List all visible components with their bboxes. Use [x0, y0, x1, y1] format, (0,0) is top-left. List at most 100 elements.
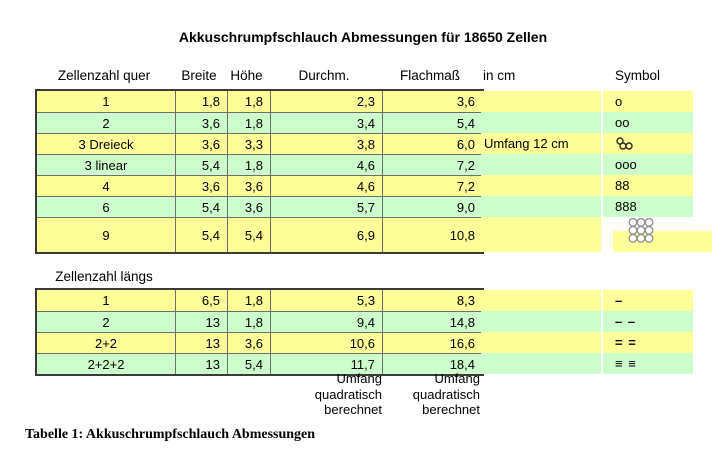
- table-cell: 2+2+2: [37, 354, 175, 374]
- footnote-durchm: Umfang quadratisch berechnet: [252, 371, 382, 418]
- footnote-flachmass: Umfang quadratisch berechnet: [350, 371, 480, 418]
- note-cell: [481, 311, 601, 332]
- table-cell: 1,8: [175, 91, 227, 112]
- column-gap: [601, 91, 603, 112]
- symbol-cell: [603, 133, 693, 154]
- table-cell: 5,4: [175, 197, 227, 217]
- table-cell: 1,8: [227, 290, 270, 311]
- nine-cells-grid-icon: [628, 218, 654, 243]
- table-cell: 1,8: [227, 155, 270, 175]
- table-cell: 4,6: [270, 155, 382, 175]
- table-cell: 1,8: [227, 312, 270, 332]
- symbol-cell: oo: [603, 112, 693, 133]
- table-cell: 13: [175, 312, 227, 332]
- table-cell: 5,4: [382, 113, 482, 133]
- table-cell: 1: [37, 91, 175, 112]
- table-cell: 4,6: [270, 176, 382, 196]
- table-cell: 10,8: [382, 218, 482, 252]
- page-title: Akkuschrumpfschlauch Abmessungen für 186…: [178, 29, 548, 45]
- footnote-line: berechnet: [324, 402, 382, 417]
- table-cell: 9: [37, 218, 175, 252]
- column-gap: [601, 290, 603, 311]
- symbol-cell: = =: [603, 332, 693, 353]
- table-cell: 5,3: [270, 290, 382, 311]
- table-cell: 4: [37, 176, 175, 196]
- table-cell: 18,4: [382, 354, 482, 374]
- table-row: 2+2 13 3,6 10,6 16,6: [37, 332, 482, 353]
- table-cell: 14,8: [382, 312, 482, 332]
- fill-row: [481, 217, 726, 252]
- table-cell: 5,4: [227, 354, 270, 374]
- column-header-zellenzahl-quer: Zellenzahl quer: [57, 68, 151, 83]
- table-cell: 3,6: [175, 113, 227, 133]
- table-row: 2 13 1,8 9,4 14,8: [37, 311, 482, 332]
- table-cell: 1,8: [227, 113, 270, 133]
- symbol-cell: [601, 217, 724, 252]
- table-cell: 11,7: [270, 354, 382, 374]
- column-header-flachmass: Flachmaß: [399, 68, 460, 83]
- table-cell: 5,4: [227, 218, 270, 252]
- table-zellenzahl-laengs-fills: – – – = = ≡ ≡: [481, 290, 726, 374]
- symbol-cell: ooo: [603, 154, 693, 175]
- table-row: 3 linear 5,4 1,8 4,6 7,2: [37, 154, 482, 175]
- table-cell: 5,4: [175, 155, 227, 175]
- table-cell: 3,6: [382, 91, 482, 112]
- note-cell: [481, 196, 601, 217]
- table-caption: Tabelle 1: Akkuschrumpfschlauch Abmessun…: [25, 427, 316, 442]
- table-cell: 3,8: [270, 134, 382, 154]
- table-row: 6 5,4 3,6 5,7 9,0: [37, 196, 482, 217]
- column-header-in-cm: in cm: [483, 68, 516, 83]
- column-gap: [601, 175, 603, 196]
- column-header-hoehe: Höhe: [230, 68, 263, 83]
- fill-row: 888: [481, 196, 726, 217]
- table-cell: 3,6: [227, 197, 270, 217]
- table-cell: 6,5: [175, 290, 227, 311]
- table-cell: 2+2: [37, 333, 175, 353]
- table-cell: 9,0: [382, 197, 482, 217]
- table-cell: 13: [175, 354, 227, 374]
- table-cell: 7,2: [382, 155, 482, 175]
- table-row: 4 3,6 3,6 4,6 7,2: [37, 175, 482, 196]
- column-gap: [601, 112, 603, 133]
- column-gap: [601, 311, 603, 332]
- column-header-breite: Breite: [181, 68, 217, 83]
- footnote-line: quadratisch: [412, 386, 480, 402]
- note-cell: [481, 353, 601, 374]
- table-cell: 7,2: [382, 176, 482, 196]
- column-gap: [601, 133, 603, 154]
- table-zellenzahl-laengs: 1 6,5 1,8 5,3 8,3 2 13 1,8 9,4 14,8 2+2 13 3,6 10,6 16…: [35, 288, 484, 376]
- note-cell: [481, 332, 601, 353]
- table-cell: 3 Dreieck: [37, 134, 175, 154]
- symbol-cell: –: [603, 290, 693, 311]
- table-zellenzahl-quer-fills: o oo Umfang 12 cm ooo 88 888: [481, 91, 726, 252]
- table-cell: 13: [175, 333, 227, 353]
- note-cell: [481, 91, 601, 112]
- note-cell: [481, 175, 601, 196]
- table-cell: 6,0: [382, 134, 482, 154]
- fill-row: ≡ ≡: [481, 353, 726, 374]
- table-cell: 3,3: [227, 134, 270, 154]
- table-cell: 9,4: [270, 312, 382, 332]
- footnote-line: berechnet: [422, 402, 480, 417]
- symbol-cell: ≡ ≡: [603, 353, 693, 374]
- table-cell: 3 linear: [37, 155, 175, 175]
- table-row: 2+2+2 13 5,4 11,7 18,4: [37, 353, 482, 374]
- column-header-symbol: Symbol: [615, 68, 661, 83]
- table-cell: 5,4: [175, 218, 227, 252]
- table-row: 2 3,6 1,8 3,4 5,4: [37, 112, 482, 133]
- table-cell: 3,6: [227, 333, 270, 353]
- symbol-cell: o: [603, 91, 693, 112]
- table-row: 3 Dreieck 3,6 3,3 3,8 6,0: [37, 133, 482, 154]
- table-cell: 2,3: [270, 91, 382, 112]
- table-cell: 3,6: [175, 176, 227, 196]
- note-cell: [481, 217, 601, 252]
- fill-row: ooo: [481, 154, 726, 175]
- fill-row: oo: [481, 112, 726, 133]
- note-cell: [481, 112, 601, 133]
- table-cell: 2: [37, 113, 175, 133]
- note-cell: [481, 154, 601, 175]
- fill-row: 88: [481, 175, 726, 196]
- footnote-line: quadratisch: [314, 386, 382, 402]
- three-cells-triangle-icon: [616, 137, 633, 150]
- column-gap: [601, 154, 603, 175]
